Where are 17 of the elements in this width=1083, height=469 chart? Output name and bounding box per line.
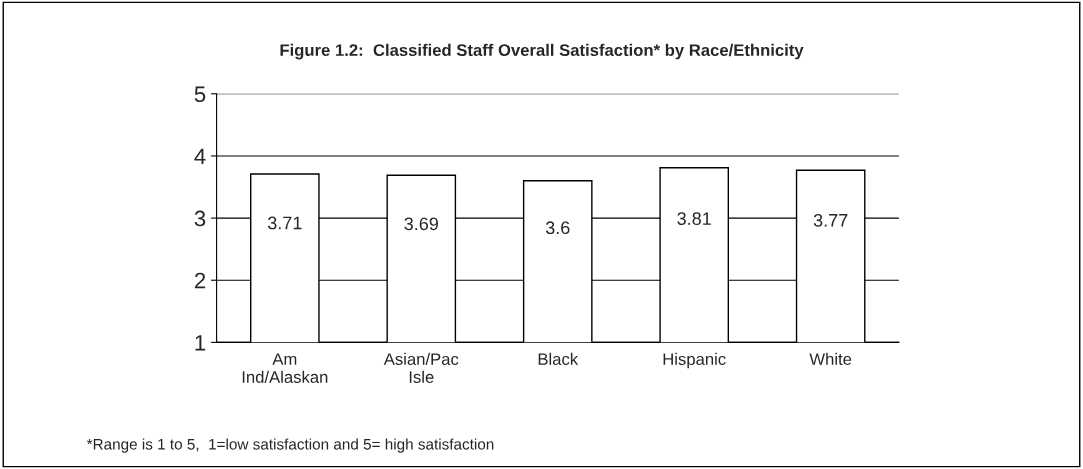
y-tick-label: 3 xyxy=(194,210,206,227)
data-label: 3.81 xyxy=(677,212,711,225)
data-label: 3.69 xyxy=(404,217,438,231)
x-tick-label: Hispanic xyxy=(663,352,726,369)
x-tick-label: Black xyxy=(538,352,579,366)
text: *Range is 1 to 5, 1=low satisfaction and 5= high satisfaction xyxy=(86,438,494,453)
x-tick-label: Am Ind/Alaskan xyxy=(242,353,328,383)
y-tick-label: 5 xyxy=(194,86,206,103)
y-tick-label: 4 xyxy=(194,148,206,164)
data-label: 3.77 xyxy=(813,213,848,227)
chart-title: Figure 1.2: Classified Staff Overall Satisfaction* by Race/Ethnicity xyxy=(280,43,804,60)
y-tick-label: 2 xyxy=(194,272,206,289)
y-tick-label: 1 xyxy=(195,335,206,351)
x-tick-label: White xyxy=(809,352,852,366)
data-label: 3.71 xyxy=(267,216,302,230)
x-tick-label: Asian/Pac Isle xyxy=(383,352,459,383)
data-label: 3.6 xyxy=(545,221,570,235)
